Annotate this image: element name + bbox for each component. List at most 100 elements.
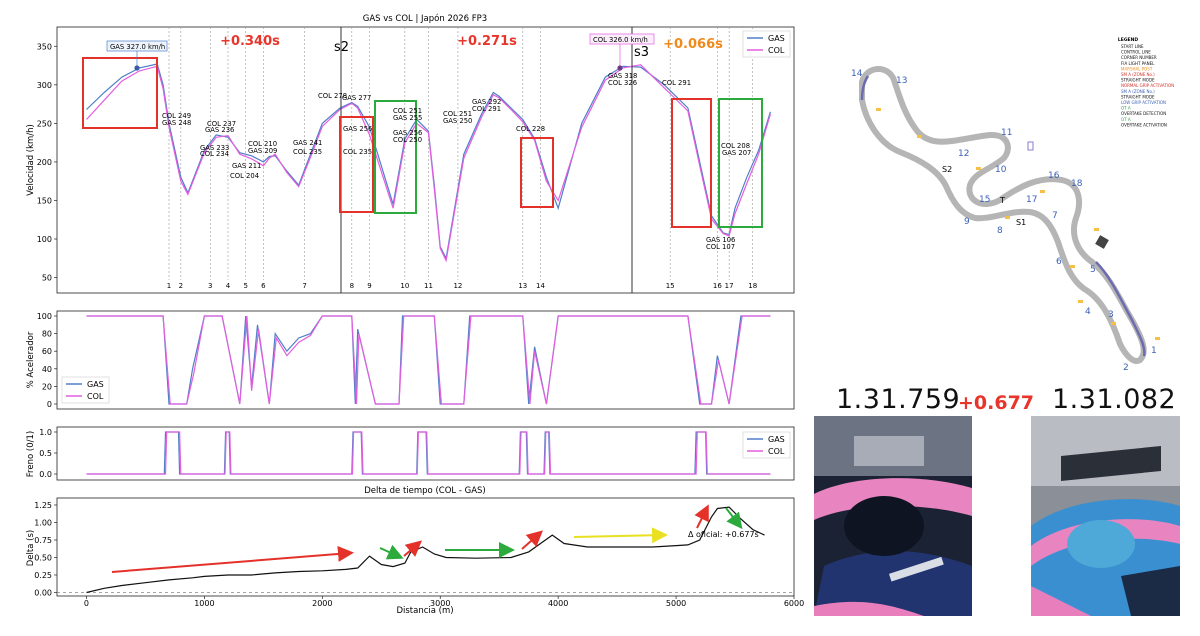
- annotation-label: COL 251: [393, 107, 422, 115]
- annotation-label: COL 326.0 km/h: [593, 36, 648, 44]
- driver-photo-left-graphic: [814, 416, 972, 616]
- y-tick-label: 0: [47, 400, 52, 409]
- trend-arrow-red: [521, 530, 543, 550]
- corner-label: 17: [1026, 195, 1037, 205]
- throttle-y-label: % Acelerador: [26, 331, 36, 388]
- brake-panel-frame: [56, 426, 795, 481]
- speed-panel-frame: [56, 26, 795, 294]
- speed-y-ticks: 350 300 250 200 150 100 50: [37, 42, 57, 283]
- throttle-panel-frame: [56, 310, 795, 410]
- corner-number: 9: [367, 282, 371, 290]
- straight-mode-zone: [860, 75, 870, 101]
- y-tick-label: 150: [37, 196, 52, 205]
- annotation-box: [589, 33, 655, 45]
- throttle-legend: GAS COL: [61, 376, 110, 404]
- y-tick-label: 0.0: [39, 470, 52, 479]
- delta-y-label: Delta (s): [26, 530, 36, 566]
- brake-y-ticks: 1.0 0.5 0.0: [39, 428, 57, 479]
- corner-number: 15: [666, 282, 675, 290]
- speed-annotations: GAS 327.0 km/h COL 326.0 km/h COL 249 GA…: [106, 33, 751, 251]
- corner-label: 6: [1056, 257, 1062, 267]
- corner-number: 2: [179, 282, 183, 290]
- highlight-box-red: [339, 116, 374, 213]
- trend-arrow-green: [379, 544, 404, 560]
- annotation-label: GAS 248: [162, 119, 191, 127]
- marshal-post-icon: [1070, 265, 1075, 268]
- delta-y-ticks: 1.25 1.00 0.75 0.50 0.25 0.00: [34, 501, 57, 598]
- corner-number: 14: [536, 282, 545, 290]
- annotation-label: GAS 209: [248, 147, 277, 155]
- throttle-line-col: [86, 315, 771, 405]
- corner-label: 13: [896, 76, 907, 86]
- corner-number: 8: [350, 282, 354, 290]
- corner-number: 3: [208, 282, 212, 290]
- annotation-label: GAS 241: [293, 139, 322, 147]
- speed-series: [86, 63, 771, 263]
- corner-number: 17: [725, 282, 734, 290]
- annotation-label: GAS 207: [722, 149, 751, 157]
- corner-number: 16: [713, 282, 722, 290]
- y-tick-label: 200: [37, 158, 52, 167]
- track-map: 1 2 3 4 5 6 7 8 9 10 11 12 13 14 15 16 1…: [851, 66, 1160, 373]
- speed-y-label: Velocidad (km/h): [26, 124, 36, 196]
- sector-1-delta: +0.340s: [220, 34, 280, 49]
- corner-number: 6: [261, 282, 266, 290]
- y-tick-label: 250: [37, 119, 52, 128]
- x-tick-label: 5000: [666, 599, 686, 608]
- legend-col-label: COL: [768, 447, 785, 456]
- marshal-post-icon: [1078, 300, 1083, 303]
- annotation-label: GAS 211: [232, 162, 261, 170]
- y-tick-label: 1.0: [39, 428, 52, 437]
- corner-label: 2: [1123, 363, 1129, 373]
- corner-label: 7: [1052, 211, 1058, 221]
- marshal-post-icon: [1040, 190, 1045, 193]
- highlight-box-red: [671, 98, 712, 228]
- marshal-post-icon: [1005, 216, 1010, 219]
- x-tick-label: 3000: [430, 599, 450, 608]
- straight-mode-zone: [1095, 261, 1146, 357]
- y-tick-label: 300: [37, 81, 52, 90]
- track-legend-item: SM A (ZONE No.): [1121, 89, 1155, 94]
- y-tick-label: 80: [42, 330, 52, 339]
- x-tick-label: 6000: [784, 599, 804, 608]
- delta-line-delta: [86, 506, 765, 594]
- corner-number: 18: [748, 282, 757, 290]
- legend-gas-label: GAS: [768, 34, 785, 43]
- legend-box: [742, 431, 791, 459]
- driver-photo-left: [814, 416, 972, 616]
- y-tick-label: 60: [42, 347, 52, 356]
- corner-label: 1: [1151, 346, 1157, 356]
- marshal-post-icon: [876, 108, 881, 111]
- sector-s1-label: S1: [1016, 218, 1026, 227]
- delta-x-label: Distancia (m): [396, 606, 453, 616]
- corner-numbers: 1 2 3 4 5 6 7 8 9 10 11 12 13 14 15 16 1…: [851, 69, 1157, 373]
- delta-series: [86, 506, 765, 594]
- speed-line-gas: [86, 63, 771, 261]
- legend-col-label: COL: [87, 392, 104, 401]
- annotation-label: GAS 255: [393, 114, 422, 122]
- lap-gap: +0.677: [958, 392, 1035, 414]
- track-legend-item: START LINE: [1121, 44, 1144, 49]
- corner-number: 7: [302, 282, 306, 290]
- track-legend-item: OVERTAKE ACTIVATION: [1121, 122, 1167, 127]
- corner-number: 4: [226, 282, 231, 290]
- y-tick-label: 1.25: [34, 501, 52, 510]
- annotation-label: GAS 327.0 km/h: [110, 43, 165, 51]
- y-tick-label: 0.75: [34, 536, 52, 545]
- y-tick-label: 1.00: [34, 519, 52, 528]
- annotation-label: COL 234: [200, 150, 229, 158]
- speed-legend: GAS COL: [742, 30, 791, 58]
- highlight-box-green: [374, 100, 417, 214]
- legend-title: LEGEND: [1118, 37, 1138, 43]
- y-tick-label: 50: [42, 274, 52, 283]
- annotation-label: COL 210: [248, 140, 277, 148]
- highlight-box-red: [520, 137, 554, 208]
- annotation-label: GAS 256: [393, 129, 422, 137]
- marshal-post-icon: [1155, 337, 1160, 340]
- x-tick-label: 1000: [194, 599, 214, 608]
- corner-number: 5: [243, 282, 247, 290]
- track-legend-item: CORNER NUMBER: [1121, 55, 1157, 60]
- max-speed-marker: [617, 65, 623, 71]
